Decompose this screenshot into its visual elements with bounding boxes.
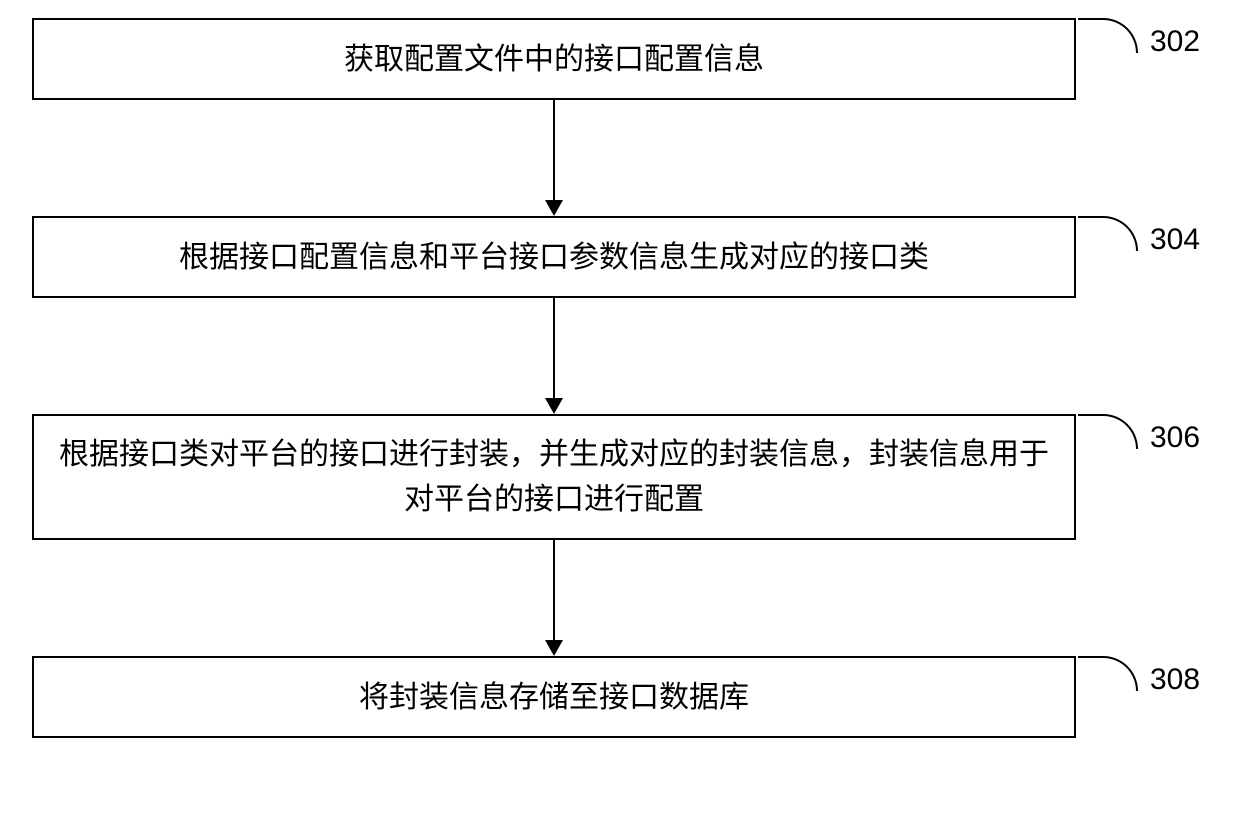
flowchart-container: 获取配置文件中的接口配置信息 302 根据接口配置信息和平台接口参数信息生成对应…: [0, 0, 1240, 819]
arrow-head: [545, 640, 563, 656]
connector-302: [1078, 18, 1138, 53]
flowchart-node-308: 将封装信息存储至接口数据库: [32, 656, 1076, 738]
node-text: 获取配置文件中的接口配置信息: [344, 37, 764, 82]
node-text: 根据接口类对平台的接口进行封装，并生成对应的封装信息，封装信息用于对平台的接口进…: [54, 432, 1054, 522]
arrow-head: [545, 398, 563, 414]
node-label-306: 306: [1150, 421, 1200, 455]
node-label-304: 304: [1150, 223, 1200, 257]
arrow-line: [553, 540, 555, 640]
connector-304: [1078, 216, 1138, 251]
node-label-308: 308: [1150, 663, 1200, 697]
node-text: 根据接口配置信息和平台接口参数信息生成对应的接口类: [179, 235, 929, 280]
node-label-302: 302: [1150, 25, 1200, 59]
flowchart-node-306: 根据接口类对平台的接口进行封装，并生成对应的封装信息，封装信息用于对平台的接口进…: [32, 414, 1076, 540]
flowchart-node-304: 根据接口配置信息和平台接口参数信息生成对应的接口类: [32, 216, 1076, 298]
flowchart-node-302: 获取配置文件中的接口配置信息: [32, 18, 1076, 100]
arrow-head: [545, 200, 563, 216]
connector-308: [1078, 656, 1138, 691]
arrow-line: [553, 100, 555, 200]
connector-306: [1078, 414, 1138, 449]
arrow-line: [553, 298, 555, 398]
node-text: 将封装信息存储至接口数据库: [359, 675, 749, 720]
